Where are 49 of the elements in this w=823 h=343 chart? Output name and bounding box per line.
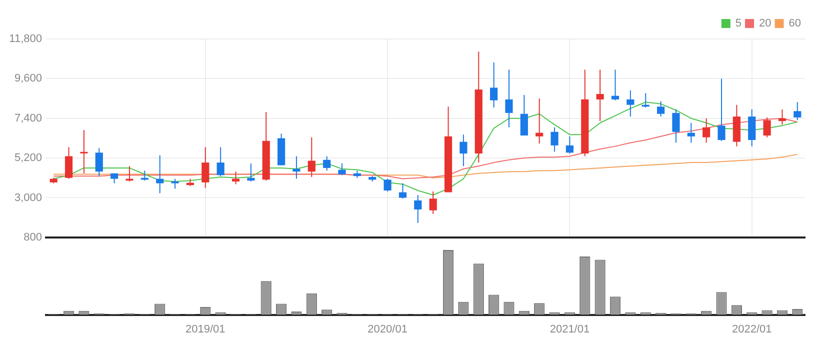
candlestick <box>702 118 710 144</box>
candlestick <box>520 94 528 136</box>
candlestick <box>460 134 468 167</box>
candlestick <box>748 108 756 147</box>
y-tick-label: 800 <box>24 231 42 244</box>
y-tick-label: 7,400 <box>14 112 42 124</box>
y-tick-label: 3,000 <box>14 192 42 204</box>
y-tick-label: 11,800 <box>9 33 42 46</box>
candlestick <box>202 146 210 188</box>
candlestick <box>550 126 558 152</box>
candlestick <box>216 146 224 177</box>
y-tick-label: 9,600 <box>14 72 42 85</box>
x-tick-label: 2022/01 <box>732 323 772 336</box>
legend-label: 20 <box>759 18 772 30</box>
candlestick <box>80 130 88 174</box>
candlestick <box>490 62 498 108</box>
candlestick <box>763 116 771 138</box>
candlestick <box>596 69 604 122</box>
y-tick-label: 5,200 <box>14 152 42 164</box>
x-tick-label: 2019/01 <box>186 323 226 336</box>
candlestick <box>672 108 680 144</box>
candlestick <box>171 178 179 190</box>
candlestick <box>323 156 331 172</box>
candlestick <box>687 122 695 144</box>
candlestick <box>308 136 316 178</box>
candlestick <box>64 146 73 180</box>
candlestick <box>505 69 513 128</box>
candlestick <box>611 69 620 101</box>
candlestick <box>414 194 422 224</box>
candlestick <box>778 108 786 126</box>
candlestick <box>429 190 437 214</box>
candlestick <box>232 171 240 185</box>
x-tick-label: 2021/01 <box>550 323 590 336</box>
legend-label: 60 <box>788 18 802 30</box>
legend-label: 5 <box>735 18 742 30</box>
candlestick <box>794 102 802 121</box>
candlestick <box>566 136 574 154</box>
candlestick <box>95 148 103 177</box>
candlestick <box>247 162 255 182</box>
candlestick <box>626 90 634 118</box>
x-tick-label: 2020/01 <box>368 323 408 336</box>
candlestick <box>398 182 407 200</box>
candlestick <box>718 78 726 142</box>
candlestick <box>156 154 164 194</box>
candlestick <box>656 100 665 118</box>
candlestick <box>292 156 300 180</box>
candlestick <box>536 98 544 144</box>
candlestick <box>384 178 392 192</box>
candlestick <box>338 162 346 176</box>
